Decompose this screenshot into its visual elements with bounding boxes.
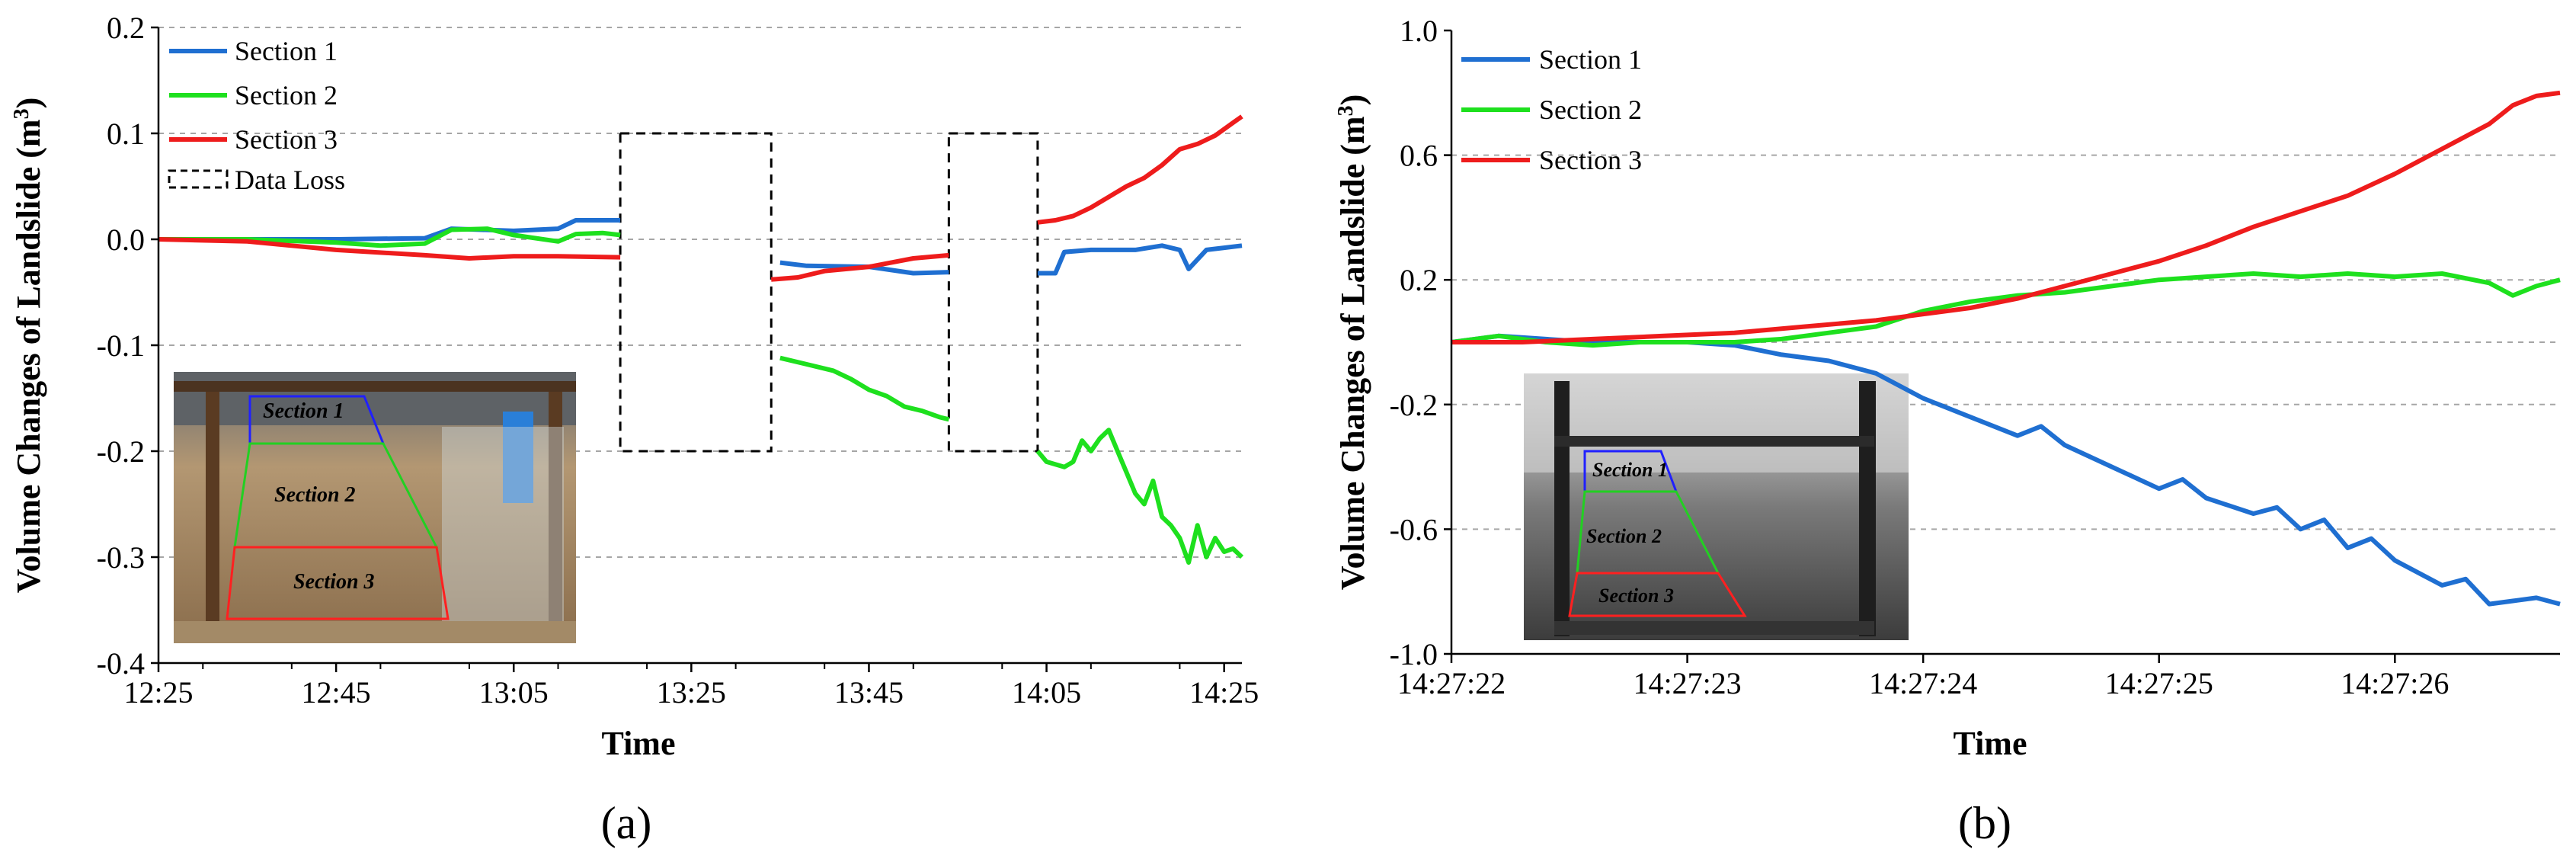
panel-a-inset-photo: Section 1 Section 2 Section 3 [174, 372, 576, 643]
series-line-section-3-segment-2 [770, 252, 949, 282]
legend-b-label-section-3: Section 3 [1539, 145, 1642, 175]
data-loss-box-1 [619, 132, 773, 453]
x-tick-label: 14:25 [1189, 675, 1259, 710]
panel-b-y-axis-label: Volume Changes of Landslide (m3) [1334, 95, 1372, 590]
panel-b-inset-label-section-3: Section 3 [1598, 585, 1674, 607]
legend-a-swatch-data-loss [168, 169, 229, 189]
series-line-section-2-segment-3 [1035, 428, 1244, 565]
panel-a-legend: Section 1 Section 2 Section 3 Data Loss [168, 36, 345, 195]
series-line-section-2 [1451, 271, 2561, 348]
panel-a-inset-label-section-3: Section 3 [293, 570, 375, 594]
x-tick-label: 14:27:26 [2341, 666, 2449, 700]
panel-a-series [158, 114, 1244, 565]
panel-b-ticks: 1.0 0.6 0.2 -0.2 -0.6 -1.014:27:22 14:27:23 14:… [1390, 14, 2450, 700]
panel-b: Section 1 Section 2 Section 3 1.0 0.6 0.2 -… [1334, 14, 2561, 848]
series-line-section-3-segment-3 [1037, 114, 1243, 225]
panel-b-inset-photo: Section 1 Section 2 Section 3 [1524, 373, 1909, 640]
series-line-section-3 [1451, 90, 2561, 344]
panel-a-inset-label-section-2: Section 2 [274, 483, 356, 507]
series-line-section-2-segment-2 [779, 355, 950, 422]
legend-a-label-section-2: Section 2 [235, 80, 338, 111]
panel-a-caption: (a) [601, 798, 652, 848]
panel-b-series [1451, 90, 2561, 607]
x-tick-label: 14:05 [1012, 675, 1081, 710]
panel-b-inset-label-section-2: Section 2 [1586, 525, 1662, 547]
x-tick-label: 13:25 [657, 675, 726, 710]
y-tick-label: 0.6 [1400, 139, 1438, 173]
series-line-section-1-segment-1 [158, 218, 621, 242]
series-line-section-2-segment-1 [158, 226, 621, 248]
series-line-section-3-segment-1 [158, 237, 621, 261]
y-tick-label: -0.2 [97, 434, 145, 469]
panel-b-caption: (b) [1958, 798, 2011, 848]
y-tick-label: -0.4 [97, 646, 145, 681]
panel-a-inset-label-section-1: Section 1 [263, 399, 344, 423]
y-tick-label: 1.0 [1400, 14, 1438, 48]
y-tick-label: 0.1 [107, 117, 145, 151]
data-loss-box-2 [947, 132, 1039, 453]
legend-a-label-section-1: Section 1 [235, 36, 338, 66]
x-tick-label: 13:05 [479, 675, 549, 710]
legend-a-label-data-loss: Data Loss [235, 165, 345, 195]
x-tick-label: 12:25 [123, 675, 193, 710]
y-tick-label: -0.1 [97, 328, 145, 363]
x-tick-label: 14:27:22 [1397, 666, 1506, 700]
panel-a-x-axis-label: Time [602, 725, 676, 762]
y-tick-label: 0.2 [107, 11, 145, 45]
y-tick-label: -0.6 [1390, 512, 1438, 546]
panel-b-x-axis-label: Time [1954, 725, 2027, 762]
panel-b-legend: Section 1 Section 2 Section 3 [1461, 44, 1642, 175]
x-tick-label: 14:27:23 [1633, 666, 1741, 700]
x-tick-label: 14:27:24 [1869, 666, 1977, 700]
y-tick-label: -0.2 [1390, 388, 1438, 422]
y-tick-label: -0.3 [97, 540, 145, 575]
x-tick-label: 14:27:25 [2105, 666, 2213, 700]
panel-a: Section 1 Section 2 Section 3 0.2 0.1 0.0 -… [10, 11, 1259, 848]
panel-a-data-loss-boxes [619, 132, 1039, 453]
x-tick-label: 12:45 [302, 675, 371, 710]
y-tick-label: 0.2 [1400, 263, 1438, 297]
legend-a-label-section-3: Section 3 [235, 124, 338, 155]
x-tick-label: 13:45 [834, 675, 904, 710]
panel-a-ticks: 0.2 0.1 0.0 -0.1 -0.2 -0.3 -0.412:25 12:45 13:05… [97, 11, 1259, 710]
legend-b-label-section-2: Section 2 [1539, 95, 1642, 125]
y-tick-label: -1.0 [1390, 637, 1438, 671]
series-line-section-1-segment-3 [1037, 243, 1243, 276]
panel-b-inset-label-section-1: Section 1 [1592, 459, 1668, 481]
y-tick-label: 0.0 [107, 223, 145, 257]
legend-b-label-section-1: Section 1 [1539, 44, 1642, 75]
panel-a-y-axis-label: Volume Changes of Landslide (m3) [10, 98, 48, 593]
